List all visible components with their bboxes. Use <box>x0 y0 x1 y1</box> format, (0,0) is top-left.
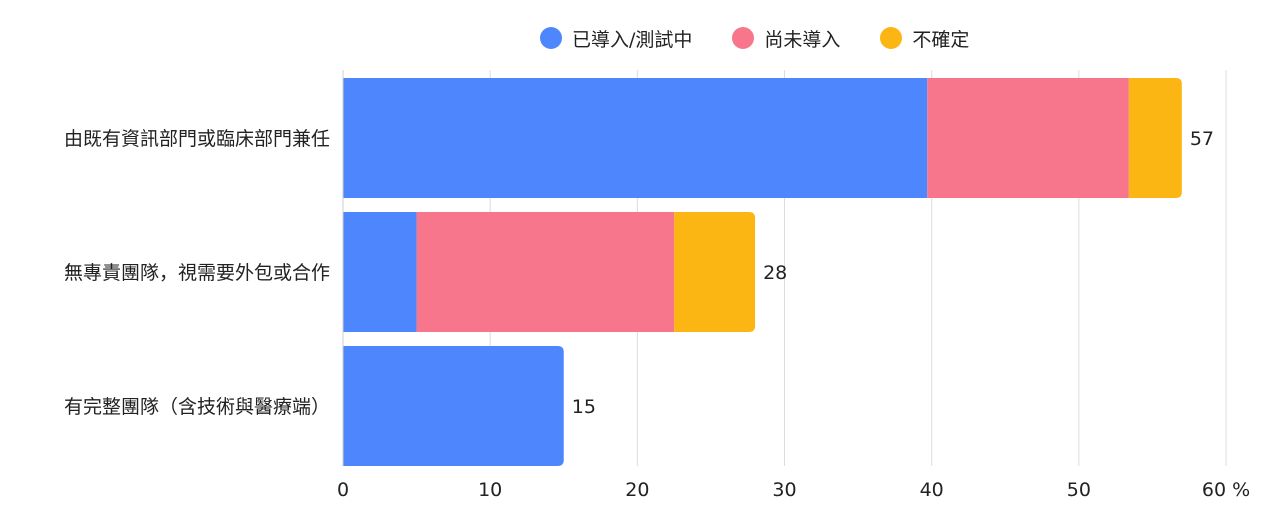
bar-segment <box>343 212 417 332</box>
bar-segment <box>1128 78 1182 198</box>
category-label: 無專責團隊，視需要外包或合作 <box>64 262 330 284</box>
bar-segment <box>343 78 928 198</box>
category-label: 由既有資訊部門或臨床部門兼任 <box>64 128 330 150</box>
bar-segment <box>343 346 564 466</box>
x-tick-label: 10 <box>478 479 502 501</box>
legend-label-unsure: 不確定 <box>912 28 970 51</box>
legend-item-unsure: 不確定 <box>880 25 969 52</box>
x-tick-label: 40 <box>920 479 944 501</box>
bar-total-label: 15 <box>572 396 596 418</box>
bar-total-label: 57 <box>1190 128 1214 150</box>
chart-legend: 已導入/測試中 尚未導入 不確定 <box>540 22 1009 54</box>
legend-swatch-not-adopted <box>732 27 755 49</box>
legend-swatch-unsure <box>880 27 903 49</box>
bar-segment <box>927 78 1129 198</box>
x-tick-label: 60 % <box>1202 479 1250 501</box>
bar-total-label: 28 <box>763 262 787 284</box>
x-tick-label: 50 <box>1067 479 1091 501</box>
legend-label-not-adopted: 尚未導入 <box>764 28 841 51</box>
x-tick-label: 30 <box>772 479 796 501</box>
x-tick-label: 0 <box>337 479 349 501</box>
legend-item-not-adopted: 尚未導入 <box>732 25 840 52</box>
legend-label-adopted: 已導入/測試中 <box>572 28 693 51</box>
bar-segment <box>674 212 756 332</box>
bar-segment <box>416 212 675 332</box>
legend-swatch-adopted <box>540 27 562 49</box>
legend-item-adopted: 已導入/測試中 <box>540 25 692 52</box>
category-label: 有完整團隊（含技術與醫療端） <box>64 396 330 418</box>
x-tick-label: 20 <box>625 479 649 501</box>
